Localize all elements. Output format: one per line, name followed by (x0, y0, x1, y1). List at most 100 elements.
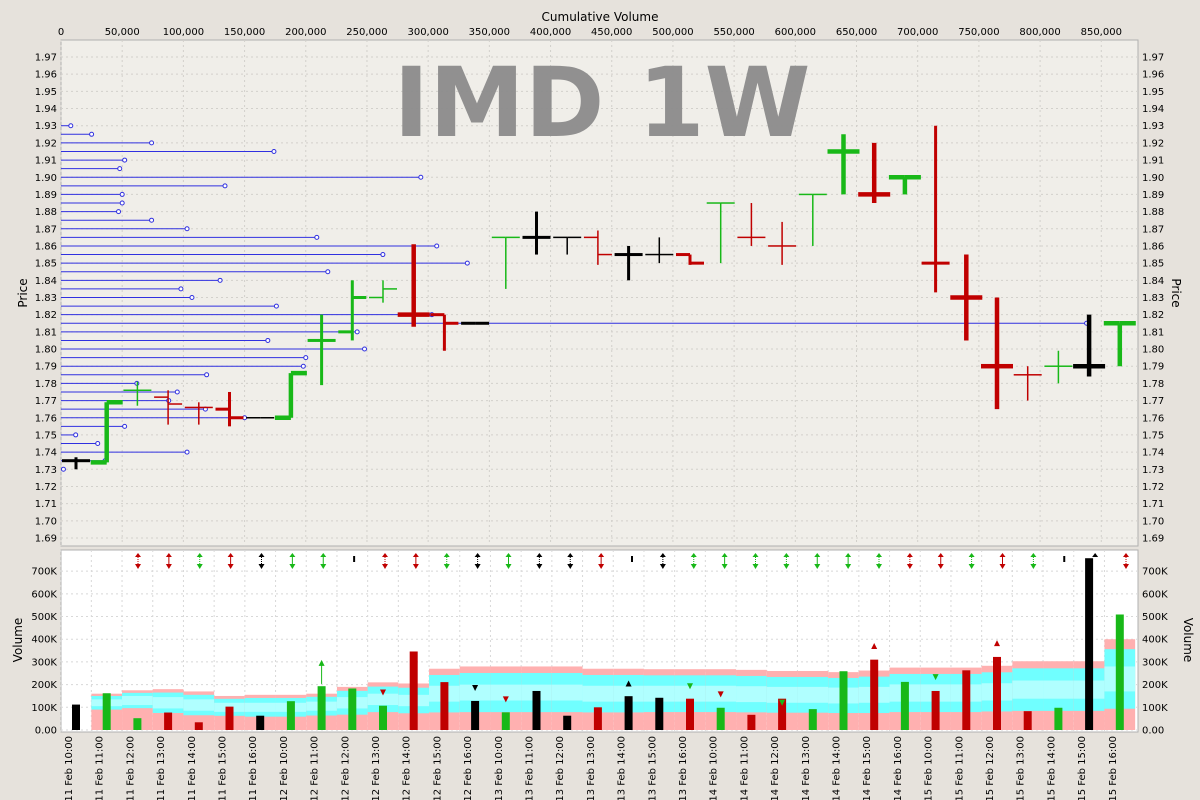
signal-marker (320, 553, 327, 569)
time-tick-label: 13 Feb 15:00 (647, 736, 658, 800)
price-bar (614, 245, 643, 281)
time-tick-label: 12 Feb 16:00 (463, 736, 474, 800)
price-tick-label: 1.72 (1142, 482, 1164, 493)
price-tick-label: 1.87 (35, 224, 57, 235)
volume-markers (135, 553, 1129, 569)
price-tick-label: 1.92 (35, 138, 57, 149)
signal-arrow-head (318, 659, 325, 666)
signal-triangle-down (472, 685, 479, 692)
time-tick-label: 12 Feb 12:00 (340, 736, 351, 800)
time-tick-label: 12 Feb 11:00 (310, 736, 321, 800)
price-tick-label: 1.73 (1142, 465, 1164, 476)
volume-tick-label: 500K (31, 612, 57, 623)
volume-tick-label: 700K (31, 567, 57, 578)
volume-bar (900, 681, 909, 730)
price-axis-title-left: Price (16, 278, 30, 307)
profile-endpoint (149, 140, 155, 146)
price-bar (645, 237, 674, 264)
price-bar (307, 314, 336, 386)
price-axis-left: 1.69 1.70 1.71 1.72 1.73 1.74 1.75 1.76 1.77 1.78… (35, 53, 57, 545)
marker-down (845, 564, 852, 569)
signal-marker (258, 553, 265, 569)
time-axis: 11 Feb 10:00 11 Feb 11:00 11 Feb 12:00 11 F… (64, 736, 1119, 800)
time-tick-label: 15 Feb 14:00 (1046, 736, 1057, 800)
price-bar (858, 142, 891, 204)
price-tick-label: 1.86 (35, 241, 57, 252)
profile-endpoint (354, 329, 360, 335)
volume-axis-left: 0.00 100K 200K 300K 400K 500K 600K 700K (31, 567, 57, 737)
time-tick-label: 15 Feb 13:00 (1016, 736, 1027, 800)
signal-triangle-down (687, 683, 693, 690)
price-bar (706, 202, 735, 264)
price-tick-label: 1.77 (35, 396, 57, 407)
cumulative-volume-tick: 150,000 (224, 27, 265, 38)
marker-up (320, 553, 327, 557)
price-bar (553, 236, 582, 255)
volume-bar (409, 651, 418, 730)
marker-up (1092, 553, 1099, 557)
marker-up (289, 553, 296, 557)
band-core (736, 686, 767, 703)
time-tick-label: 14 Feb 10:00 (709, 736, 720, 800)
marker-down (165, 564, 172, 569)
marker-up (845, 553, 852, 557)
time-tick-label: 14 Feb 11:00 (739, 736, 750, 800)
volume-bar (1054, 707, 1063, 730)
time-tick-label: 14 Feb 16:00 (893, 736, 904, 800)
volume-bar (563, 715, 572, 730)
time-tick-label: 14 Feb 13:00 (801, 736, 812, 800)
marker-down (783, 564, 790, 569)
profile-endpoint (117, 166, 123, 172)
price-bar (215, 391, 244, 427)
volume-tick-label: 300K (1142, 657, 1168, 668)
time-tick-label: 14 Feb 14:00 (832, 736, 843, 800)
volume-bar (686, 698, 694, 730)
profile-endpoint (178, 286, 184, 292)
marker-down (227, 564, 234, 569)
band-core (459, 684, 491, 701)
marker-down (999, 564, 1006, 569)
volume-axis-right: 0.00 100K 200K 300K 400K 500K 600K 700K (1142, 567, 1168, 737)
price-tick-label: 1.69 (35, 534, 57, 545)
band-core (1012, 680, 1044, 699)
price-tick-label: 1.83 (1142, 293, 1164, 304)
marker-down (721, 564, 728, 569)
price-bar (1103, 321, 1136, 367)
watermark: IMD 1W (393, 47, 810, 159)
marker-up (690, 553, 697, 557)
price-bar (491, 236, 520, 289)
price-bar (676, 253, 704, 265)
price-tick-label: 1.81 (1142, 327, 1164, 338)
marker-down (382, 564, 388, 569)
marker-up (659, 553, 666, 557)
band-core (244, 702, 276, 712)
price-bar (154, 390, 183, 425)
marker-down (876, 564, 882, 569)
band-core (490, 684, 522, 701)
signal-marker (968, 553, 975, 569)
time-tick-label: 15 Feb 15:00 (1077, 736, 1088, 800)
price-bar (737, 203, 766, 246)
volume-bar (348, 688, 357, 730)
marker-up (536, 553, 543, 557)
cumulative-volume-tick: 100,000 (163, 27, 204, 38)
volume-band (1012, 661, 1044, 730)
price-bar (397, 244, 430, 327)
price-tick-label: 1.97 (35, 53, 57, 64)
volume-signals (318, 640, 1000, 706)
marker-up (443, 553, 450, 557)
time-tick-label: 15 Feb 11:00 (954, 736, 965, 800)
price-bar (522, 211, 551, 255)
profile-endpoint (217, 277, 223, 283)
marker-up (876, 553, 882, 557)
signal-marker (876, 553, 882, 569)
signal-triangle-up (625, 680, 632, 687)
marker-down (474, 564, 481, 569)
price-tick-label: 1.78 (1142, 379, 1164, 390)
volume-tick-label: 600K (31, 589, 57, 600)
price-tick-label: 1.69 (1142, 534, 1164, 545)
time-tick-label: 15 Feb 12:00 (985, 736, 996, 800)
time-tick-label: 13 Feb 12:00 (555, 736, 566, 800)
cumulative-volume-tick: 350,000 (469, 27, 510, 38)
